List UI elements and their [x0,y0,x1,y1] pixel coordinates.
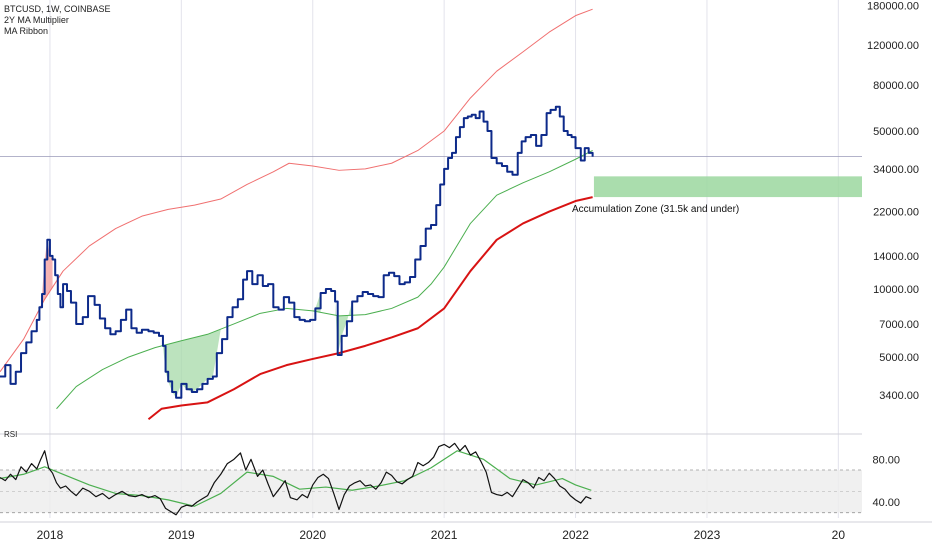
ma-ribbon-line [56,150,593,410]
x-tick-2022: 2022 [562,528,589,542]
fill-undervalued-2019 [162,329,221,398]
x-tick-2019: 2019 [168,528,195,542]
rsi-panel-label[interactable]: RSI [4,430,18,439]
annotation-layer: Accumulation Zone (31.5k and under) [572,176,862,215]
price-line [0,105,594,399]
rsi-band [0,470,862,513]
x-tick-20: 20 [832,528,846,542]
price-tick-10000: 10000.00 [873,284,919,296]
grid-layer [0,0,862,518]
x-tick-2021: 2021 [431,528,458,542]
price-tick-3400: 3400.00 [879,390,919,402]
rsi-tick-80: 80.00 [872,454,900,466]
rsi-ma-line [0,450,592,507]
upper-band-line [0,8,593,373]
fill-undervalued-2020 [335,301,353,356]
accumulation-zone-label: Accumulation Zone (31.5k and under) [572,204,739,215]
x-tick-2018: 2018 [37,528,64,542]
indicator-label-2y-ma[interactable]: 2Y MA Multiplier [4,15,69,25]
price-tick-22000: 22000.00 [873,207,919,219]
price-tick-180000: 180000.00 [867,0,919,12]
rsi-line [0,442,592,516]
price-tick-50000: 50000.00 [873,126,919,138]
price-tick-14000: 14000.00 [873,251,919,263]
rsi-tick-40: 40.00 [872,497,900,509]
chart-legend: BTCUSD, 1W, COINBASE 2Y MA Multiplier MA… [4,4,111,37]
x-tick-2023: 2023 [694,528,721,542]
fill-layer [42,239,353,398]
x-tick-2020: 2020 [299,528,326,542]
fill-undervalued-2020-early [312,292,321,313]
price-tick-5000: 5000.00 [879,352,919,364]
price-tick-120000: 120000.00 [867,40,919,52]
ma-2y-line [147,196,593,421]
price-tick-7000: 7000.00 [879,319,919,331]
price-tick-80000: 80000.00 [873,80,919,92]
symbol-label[interactable]: BTCUSD, 1W, COINBASE [4,4,111,14]
accumulation-zone-box [593,176,862,198]
series-layer [0,8,594,421]
indicator-label-ma-ribbon[interactable]: MA Ribbon [4,26,49,36]
rsi-layer [0,433,862,516]
price-tick-34000: 34000.00 [873,164,919,176]
